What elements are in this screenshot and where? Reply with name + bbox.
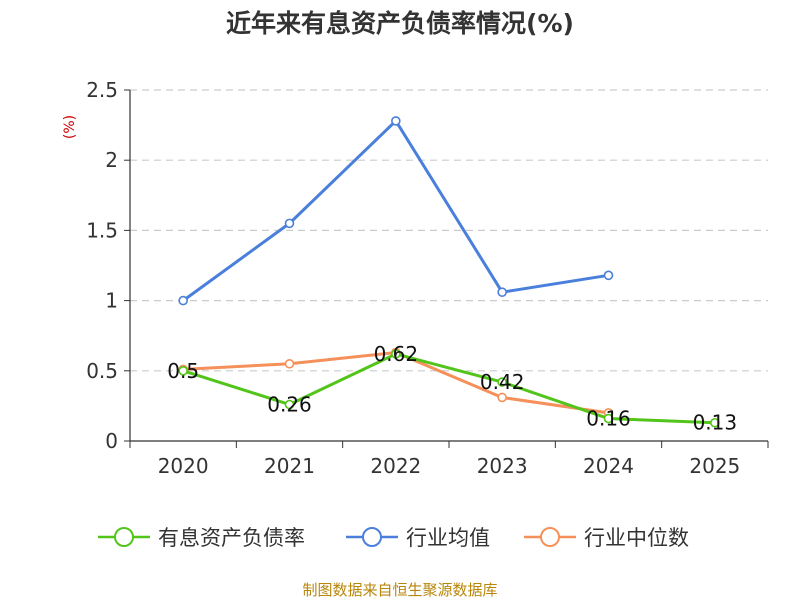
y-axis-label: (%) (62, 115, 78, 139)
axes: 0 0.5 1 1.5 2 2.5 2020 2021 2022 2023 2024 2025 (86, 78, 769, 478)
chart-title: 近年来有息资产负债率情况(%) (226, 9, 574, 38)
data-point (391, 116, 401, 126)
data-point (710, 417, 720, 428)
y-tick-label: 2.5 (86, 78, 118, 102)
legend-entry: 有息资产负债率 (158, 526, 305, 550)
x-tick-label: 2025 (689, 454, 740, 478)
data-point (178, 365, 188, 376)
series-line (182, 352, 715, 425)
data-point (497, 392, 507, 403)
legend-entry: 行业均值 (406, 526, 490, 550)
data-label: 0.62 (374, 342, 419, 366)
data-point (497, 287, 507, 297)
x-tick-label: 2022 (370, 454, 421, 478)
grid (130, 89, 768, 372)
legend-swatch-marker (362, 527, 382, 547)
y-tick-label: 0.5 (86, 359, 118, 383)
data-label: 0.26 (267, 392, 312, 416)
y-tick-label: 1 (105, 289, 118, 313)
y-tick-label: 1.5 (86, 218, 118, 242)
y-tick-label: 0 (105, 429, 118, 453)
data-label: 0.16 (586, 407, 631, 431)
x-tick-label: 2024 (583, 454, 634, 478)
series-layer (178, 116, 720, 428)
legend: 有息资产负债率 行业均值 行业中位数 (98, 526, 689, 550)
x-tick-label: 2021 (264, 454, 315, 478)
legend-swatch-marker (114, 527, 134, 547)
legend-entry: 行业中位数 (584, 526, 689, 550)
data-point (284, 218, 295, 229)
data-point (497, 377, 507, 387)
series-line (182, 119, 609, 302)
source-note: 制图数据来自恒生聚源数据库 (302, 581, 497, 599)
data-point (284, 399, 295, 410)
x-tick-label: 2023 (477, 454, 528, 478)
data-label: 0.42 (480, 370, 525, 394)
data-label: 0.5 (167, 359, 199, 383)
data-point (391, 349, 401, 359)
data-point (603, 413, 614, 424)
x-tick-label: 2020 (158, 454, 209, 478)
y-tick-label: 2 (105, 148, 118, 172)
data-labels: 0.5 0.26 0.62 0.42 0.16 0.13 (167, 342, 737, 435)
legend-swatch-marker (540, 527, 560, 547)
data-point (284, 358, 295, 369)
data-point (603, 270, 614, 281)
data-label: 0.13 (693, 411, 738, 435)
data-point (178, 295, 188, 306)
